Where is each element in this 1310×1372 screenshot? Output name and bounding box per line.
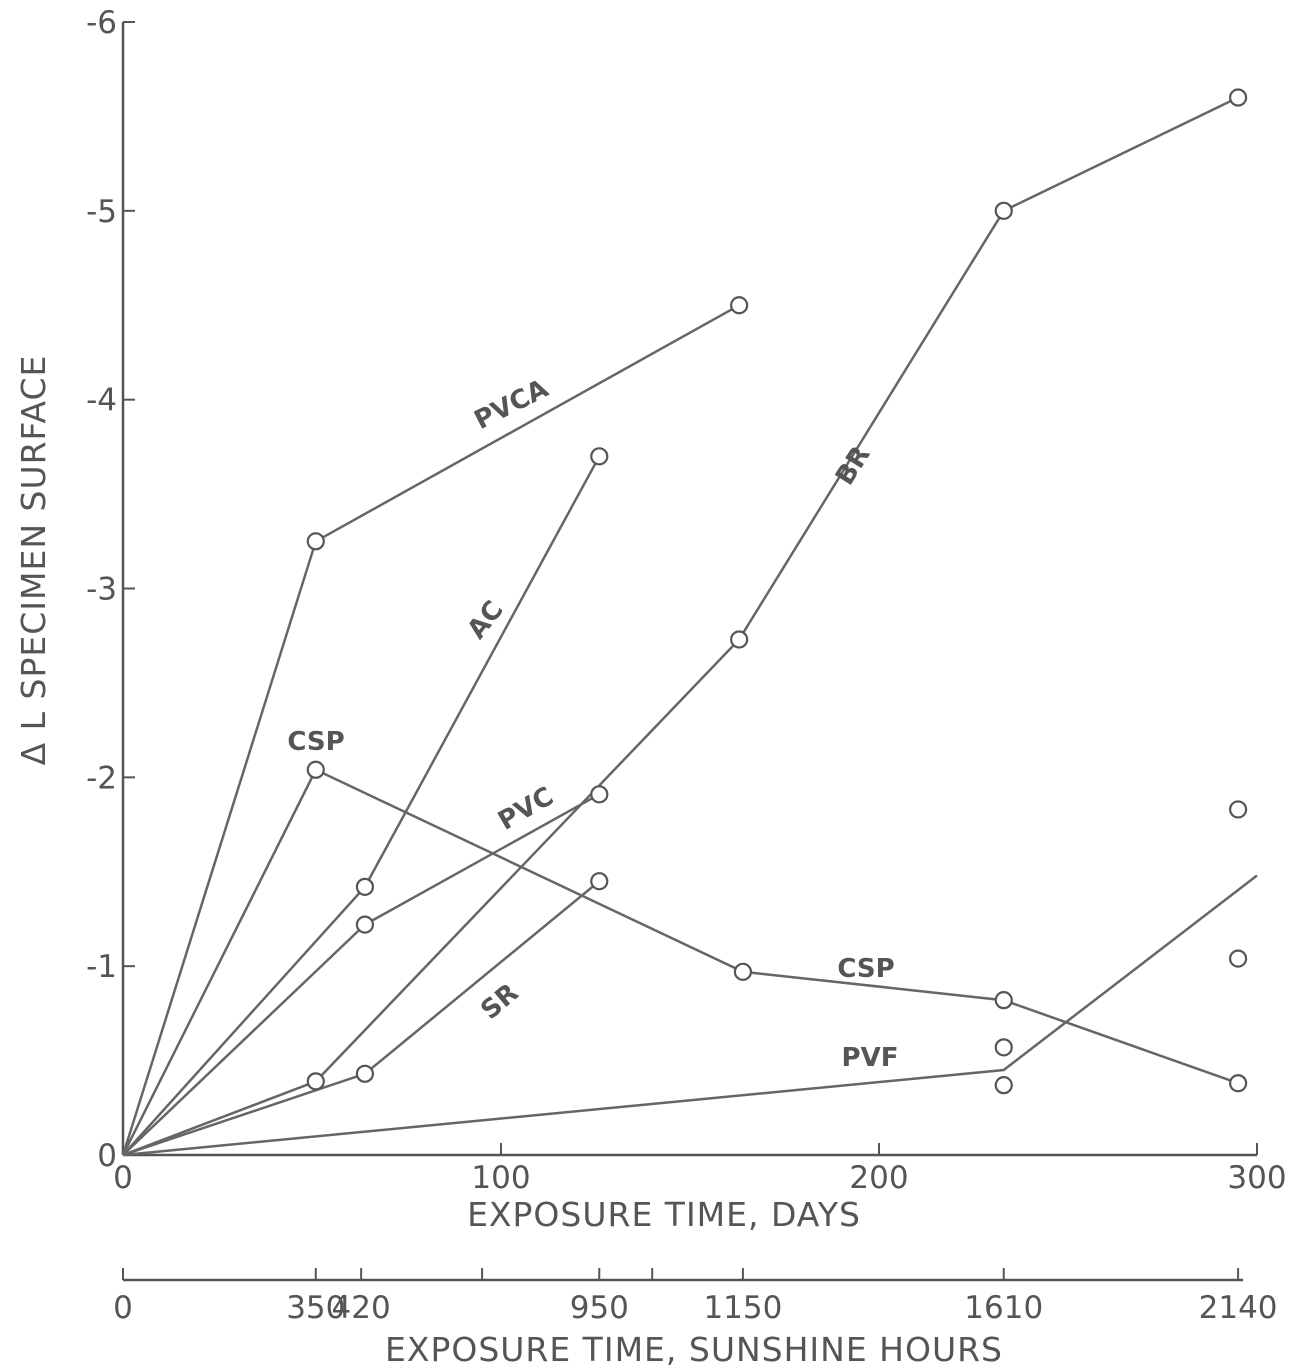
data-point-csp xyxy=(733,962,753,981)
series-label-pvf: PVF xyxy=(842,1043,899,1073)
secondary-x-tick-label: 1610 xyxy=(964,1290,1043,1326)
data-point-ac xyxy=(590,447,609,466)
x-tick-label: 0 xyxy=(113,1160,133,1196)
x-tick-label: 300 xyxy=(1227,1160,1286,1196)
x-axis-title: EXPOSURE TIME, DAYS xyxy=(467,1195,861,1234)
secondary-x-tick-label: 2140 xyxy=(1199,1290,1278,1326)
y-tick-label: 0 xyxy=(97,1138,117,1174)
data-point-csp xyxy=(994,991,1013,1010)
secondary-x-axis-title: EXPOSURE TIME, SUNSHINE HOURS xyxy=(385,1330,1003,1369)
series-label-pvc: PVC xyxy=(493,782,558,837)
secondary-x-tick-label: 420 xyxy=(332,1290,391,1326)
data-point-csp xyxy=(1228,1074,1248,1093)
y-tick-label: -1 xyxy=(86,949,117,985)
y-tick-label: -3 xyxy=(86,572,117,608)
series-line-csp xyxy=(121,768,1239,1156)
y-tick-label: -2 xyxy=(86,760,117,796)
data-point-br xyxy=(994,201,1013,220)
data-point-pvc xyxy=(355,915,375,934)
secondary-x-tick-label: 0 xyxy=(113,1290,133,1326)
y-tick-label: -4 xyxy=(86,383,117,419)
data-point-pvc xyxy=(590,785,609,804)
y-axis-title: Δ L SPECIMEN SURFACE xyxy=(14,355,53,766)
data-point-extra xyxy=(994,1076,1013,1095)
secondary-x-tick-label: 1150 xyxy=(703,1290,782,1326)
data-point-ac xyxy=(355,877,375,896)
secondary-x-tick-label: 950 xyxy=(570,1290,629,1326)
y-ticks: 0 -1 -2 -3 -4 -5 -6 xyxy=(86,5,135,1174)
series-line-pvca xyxy=(121,304,740,1156)
data-point-pvca xyxy=(306,532,325,551)
series-label-csp-upper: CSP xyxy=(287,727,344,757)
data-point-extra xyxy=(1228,800,1248,819)
secondary-x-tick-label: 350 xyxy=(286,1290,345,1326)
x-tick-label: 200 xyxy=(849,1160,908,1196)
series-line-pvc xyxy=(122,793,600,1156)
data-point-br xyxy=(1228,88,1248,107)
series-label-ac: AC xyxy=(462,595,510,644)
x-ticks: 0 100 200 300 xyxy=(113,1143,1287,1196)
data-point-br xyxy=(306,1072,325,1091)
data-point-br xyxy=(730,630,749,649)
data-point-extra xyxy=(1228,949,1248,968)
series-label-sr: SR xyxy=(475,978,524,1026)
series-label-pvca: PVCA xyxy=(470,374,553,436)
series-line-pvf xyxy=(122,874,1258,1157)
series-lines xyxy=(121,96,1258,1157)
data-point-sr xyxy=(590,872,609,891)
data-point-csp xyxy=(306,760,325,779)
markers xyxy=(306,88,1248,1095)
y-tick-label: -6 xyxy=(86,5,117,41)
y-tick-label: -5 xyxy=(86,194,117,230)
data-point-sr xyxy=(355,1064,375,1083)
series-label-csp-lower: CSP xyxy=(837,954,894,984)
data-point-extra xyxy=(994,1038,1013,1057)
data-point-pvca xyxy=(730,296,749,315)
x-tick-label: 100 xyxy=(471,1160,530,1196)
